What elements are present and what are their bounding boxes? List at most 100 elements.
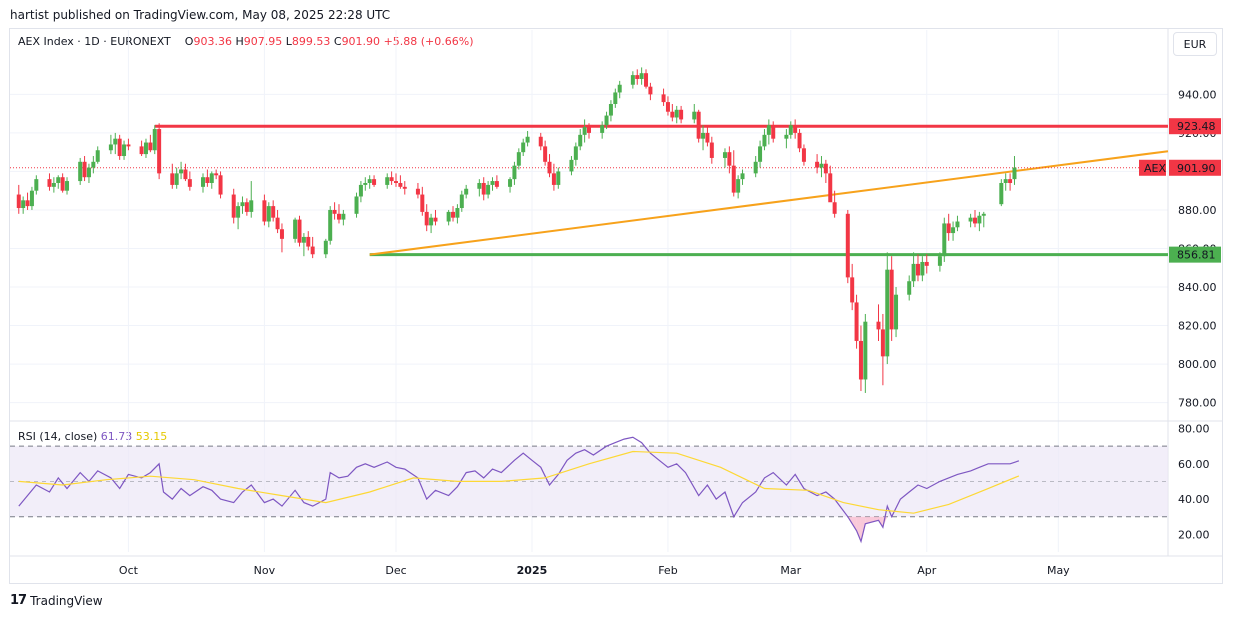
- candle-body[interactable]: [551, 173, 556, 185]
- candle-body[interactable]: [880, 329, 885, 357]
- candle-body[interactable]: [1003, 179, 1008, 183]
- candle-body[interactable]: [86, 167, 91, 178]
- rsi-label[interactable]: RSI (14, close): [18, 430, 98, 443]
- rsi-ma-line[interactable]: [18, 450, 1020, 514]
- candle-body[interactable]: [788, 125, 793, 135]
- candle-body[interactable]: [25, 200, 30, 207]
- candle-body[interactable]: [218, 175, 223, 195]
- trendline[interactable]: [369, 150, 1169, 256]
- candle-body[interactable]: [117, 138, 122, 157]
- candle-body[interactable]: [183, 169, 188, 180]
- candle-body[interactable]: [415, 188, 420, 195]
- candle-body[interactable]: [661, 94, 666, 103]
- candle-body[interactable]: [60, 177, 65, 191]
- candle-body[interactable]: [328, 209, 333, 241]
- candle-body[interactable]: [367, 179, 372, 183]
- candle-body[interactable]: [389, 177, 394, 182]
- candle-body[interactable]: [179, 169, 184, 174]
- candle-body[interactable]: [372, 179, 377, 185]
- candle-body[interactable]: [152, 129, 157, 151]
- candle-body[interactable]: [354, 196, 359, 214]
- candle-body[interactable]: [797, 132, 802, 149]
- candle-body[interactable]: [819, 163, 824, 168]
- candle-body[interactable]: [214, 173, 219, 176]
- candle-body[interactable]: [854, 302, 859, 341]
- candle-body[interactable]: [508, 179, 513, 187]
- candle-body[interactable]: [170, 173, 175, 185]
- candle-body[interactable]: [122, 144, 127, 157]
- candle-body[interactable]: [736, 179, 741, 193]
- candle-body[interactable]: [394, 181, 398, 183]
- candle-body[interactable]: [477, 182, 482, 189]
- candle-body[interactable]: [569, 159, 574, 172]
- candle-body[interactable]: [481, 182, 486, 195]
- candle-body[interactable]: [920, 261, 925, 276]
- candle-body[interactable]: [863, 321, 868, 380]
- candle-body[interactable]: [858, 340, 863, 380]
- candle-body[interactable]: [301, 236, 306, 243]
- candle-body[interactable]: [889, 269, 894, 330]
- candle-body[interactable]: [51, 182, 56, 187]
- candle-body[interactable]: [451, 211, 456, 218]
- candle-body[interactable]: [139, 146, 144, 155]
- candle-body[interactable]: [766, 125, 771, 135]
- candle-body[interactable]: [275, 217, 280, 230]
- candle-body[interactable]: [946, 223, 951, 234]
- candle-body[interactable]: [894, 294, 899, 330]
- candle-body[interactable]: [95, 150, 100, 162]
- candle-body[interactable]: [907, 281, 912, 295]
- candle-body[interactable]: [209, 173, 214, 183]
- candle-body[interactable]: [784, 134, 789, 139]
- candle-body[interactable]: [740, 173, 745, 180]
- candle-body[interactable]: [604, 115, 609, 126]
- candle-body[interactable]: [547, 161, 552, 174]
- candle-body[interactable]: [341, 213, 346, 220]
- candle-body[interactable]: [516, 152, 521, 166]
- candle-body[interactable]: [262, 200, 267, 222]
- candle-body[interactable]: [911, 263, 916, 282]
- candle-body[interactable]: [801, 148, 806, 162]
- candle-body[interactable]: [845, 213, 850, 278]
- candle-body[interactable]: [236, 206, 241, 218]
- candle-body[interactable]: [56, 177, 61, 183]
- candle-body[interactable]: [205, 177, 210, 183]
- candle-body[interactable]: [679, 109, 684, 120]
- symbol-name[interactable]: AEX Index · 1D · EURONEXT: [18, 35, 171, 48]
- candle-body[interactable]: [823, 163, 828, 174]
- candle-body[interactable]: [143, 142, 148, 155]
- candle-body[interactable]: [455, 208, 460, 218]
- candle-body[interactable]: [486, 184, 491, 195]
- candle-body[interactable]: [29, 190, 34, 207]
- candle-body[interactable]: [587, 127, 591, 133]
- candle-body[interactable]: [446, 211, 451, 222]
- candle-body[interactable]: [968, 217, 973, 222]
- candle-body[interactable]: [16, 194, 21, 209]
- candle-body[interactable]: [332, 209, 337, 214]
- candle-body[interactable]: [832, 202, 837, 214]
- candle-body[interactable]: [249, 200, 254, 212]
- candle-body[interactable]: [722, 152, 727, 158]
- candle-body[interactable]: [582, 127, 587, 135]
- candle-body[interactable]: [34, 179, 39, 191]
- candle-body[interactable]: [521, 142, 526, 153]
- candle-body[interactable]: [999, 182, 1004, 205]
- candle-body[interactable]: [490, 181, 495, 185]
- candle-body[interactable]: [494, 181, 499, 187]
- candle-body[interactable]: [815, 161, 820, 168]
- candle-body[interactable]: [753, 161, 758, 174]
- candle-body[interactable]: [696, 111, 701, 139]
- candle-body[interactable]: [157, 129, 162, 174]
- candle-body[interactable]: [850, 277, 855, 303]
- candle-body[interactable]: [709, 142, 714, 158]
- candle-body[interactable]: [240, 202, 245, 207]
- candle-body[interactable]: [363, 182, 368, 185]
- candle-body[interactable]: [731, 165, 736, 193]
- candle-body[interactable]: [924, 261, 929, 266]
- candle-body[interactable]: [244, 202, 249, 212]
- candle-body[interactable]: [323, 240, 328, 255]
- candle-body[interactable]: [885, 269, 890, 357]
- candle-body[interactable]: [525, 136, 530, 143]
- candle-body[interactable]: [420, 194, 425, 212]
- candle-body[interactable]: [279, 229, 284, 239]
- candle-body[interactable]: [1012, 167, 1017, 180]
